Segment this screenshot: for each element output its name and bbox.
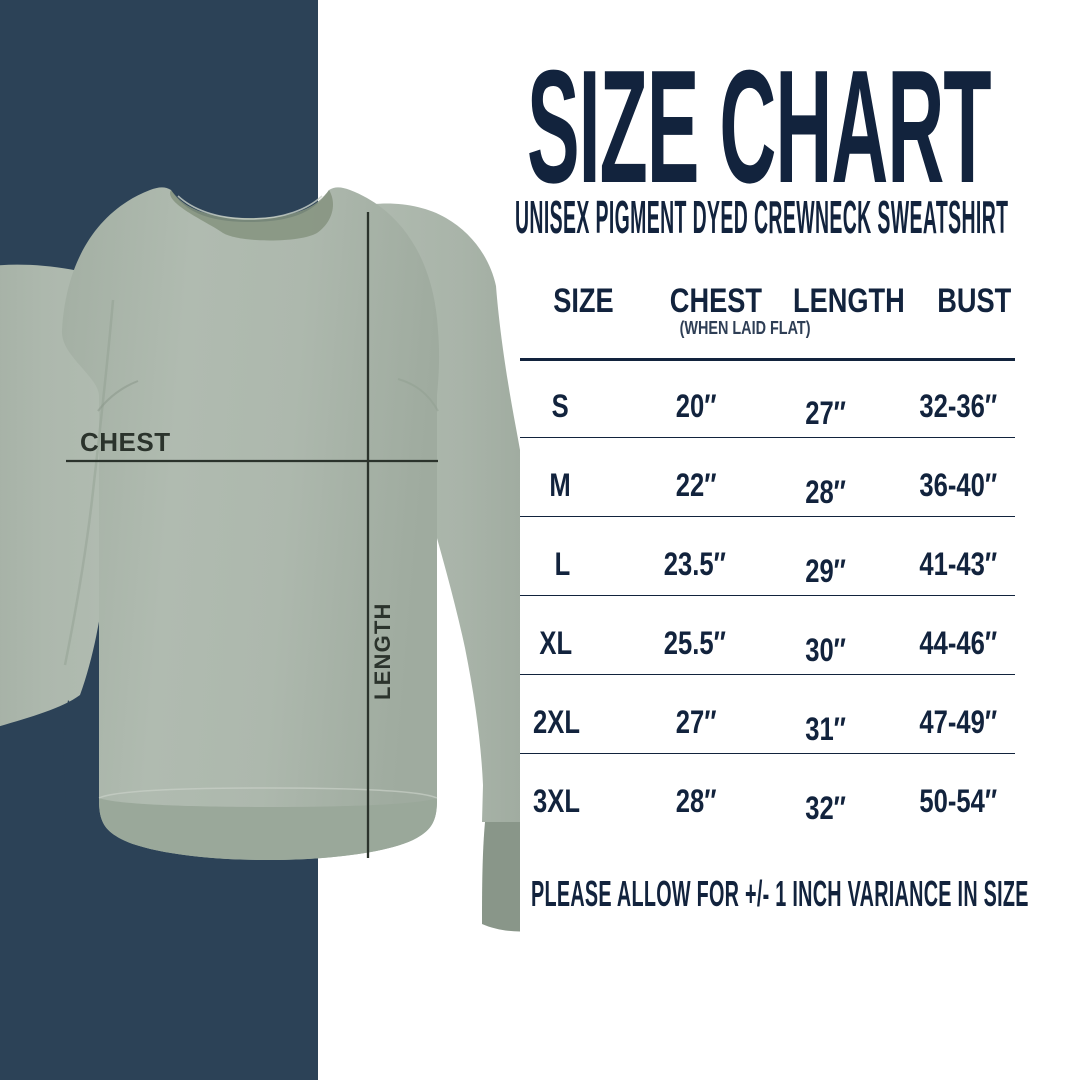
svg-text:CHEST: CHEST xyxy=(80,427,171,457)
svg-text:LENGTH: LENGTH xyxy=(370,602,395,700)
